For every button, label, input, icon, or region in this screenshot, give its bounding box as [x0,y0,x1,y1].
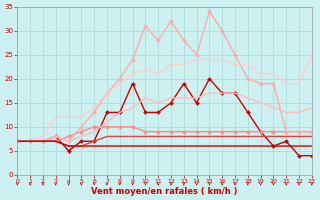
X-axis label: Vent moyen/en rafales ( km/h ): Vent moyen/en rafales ( km/h ) [91,187,238,196]
